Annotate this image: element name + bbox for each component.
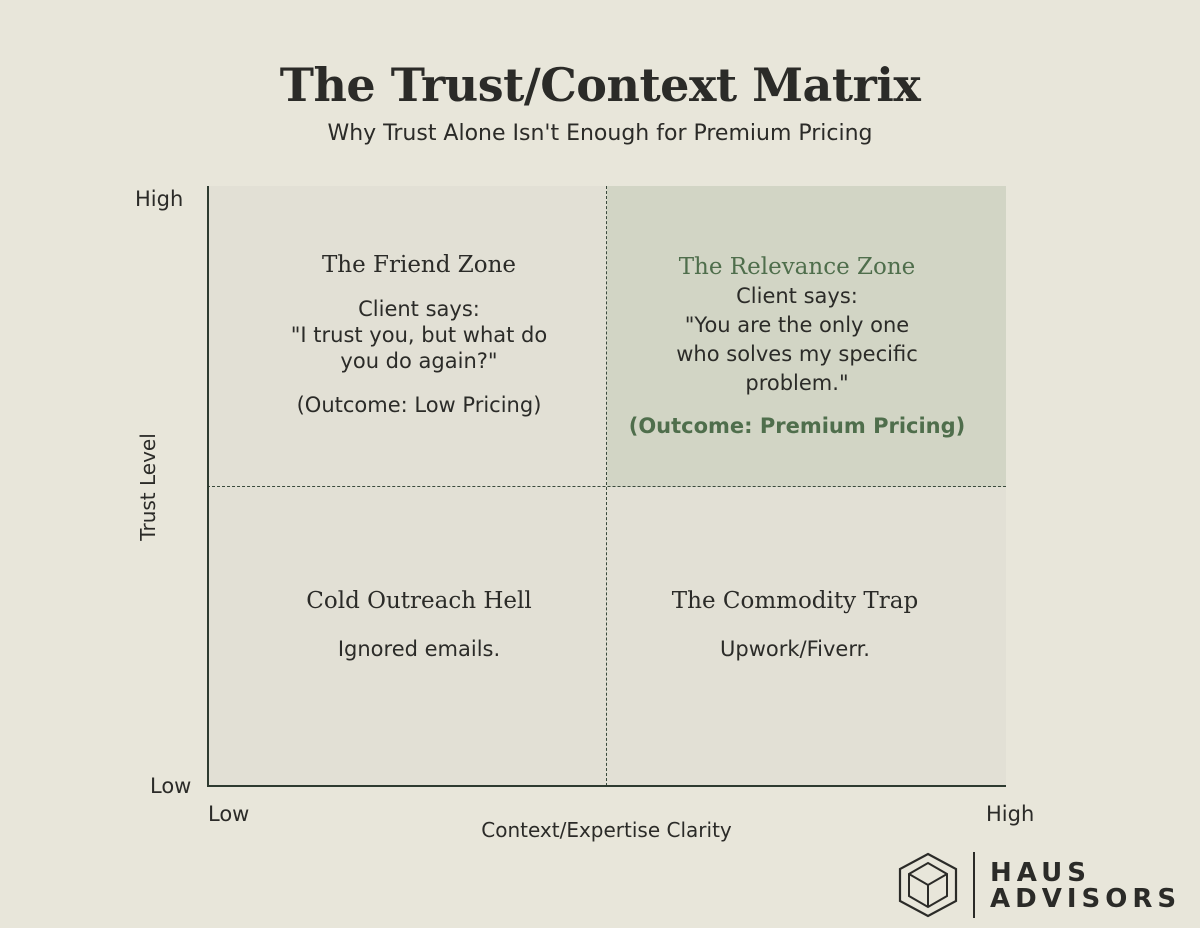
quadrant-heading: Cold Outreach Hell: [306, 588, 532, 614]
outcome-text: (Outcome: Premium Pricing): [628, 414, 966, 438]
quadrant-body: Upwork/Fiverr.: [720, 637, 870, 661]
client-quote-line: "I trust you, but what do: [290, 323, 548, 347]
y-axis-label: Trust Level: [136, 433, 160, 541]
matrix-plot: The Friend Zone Client says: "I trust yo…: [207, 186, 1006, 787]
client-quote-line: problem.": [745, 371, 849, 395]
y-tick-low: Low: [150, 774, 192, 798]
y-axis-line: [207, 186, 209, 787]
quadrant-friend-zone: The Friend Zone Client says: "I trust yo…: [219, 250, 619, 418]
x-tick-low: Low: [208, 802, 250, 826]
quadrant-body: Ignored emails.: [337, 637, 501, 661]
page-subtitle: Why Trust Alone Isn't Enough for Premium…: [327, 121, 873, 146]
client-quote-line: who solves my specific: [676, 342, 918, 366]
client-quote-line: "You are the only one: [684, 313, 910, 337]
logo-wordmark-line-1: HAUS: [990, 858, 1091, 888]
y-tick-high: High: [135, 187, 184, 211]
quadrant-heading: The Commodity Trap: [671, 588, 919, 614]
relevance-zone-highlight: [607, 186, 1006, 487]
horizontal-divider: [207, 486, 1006, 487]
x-axis-label: Context/Expertise Clarity: [481, 818, 732, 842]
quadrant-heading: The Relevance Zone: [678, 254, 916, 280]
client-quote-line: you do again?": [340, 349, 498, 373]
x-axis-line: [207, 785, 1006, 787]
logo-divider: [973, 852, 975, 918]
quadrant-relevance-zone: The Relevance Zone Client says: "You are…: [597, 252, 997, 439]
outcome-text: (Outcome: Low Pricing): [296, 393, 542, 417]
quadrant-heading: The Friend Zone: [321, 252, 517, 278]
page-title: The Trust/Context Matrix: [279, 58, 921, 112]
logo-wordmark-line-2: ADVISORS: [990, 884, 1182, 914]
client-says-label: Client says:: [736, 284, 858, 308]
quadrant-commodity-trap: The Commodity Trap Upwork/Fiverr.: [595, 586, 995, 662]
quadrant-cold-outreach: Cold Outreach Hell Ignored emails.: [219, 586, 619, 662]
x-tick-high: High: [986, 802, 1035, 826]
client-says-label: Client says:: [358, 297, 480, 321]
hexagon-house-icon: [898, 852, 958, 918]
